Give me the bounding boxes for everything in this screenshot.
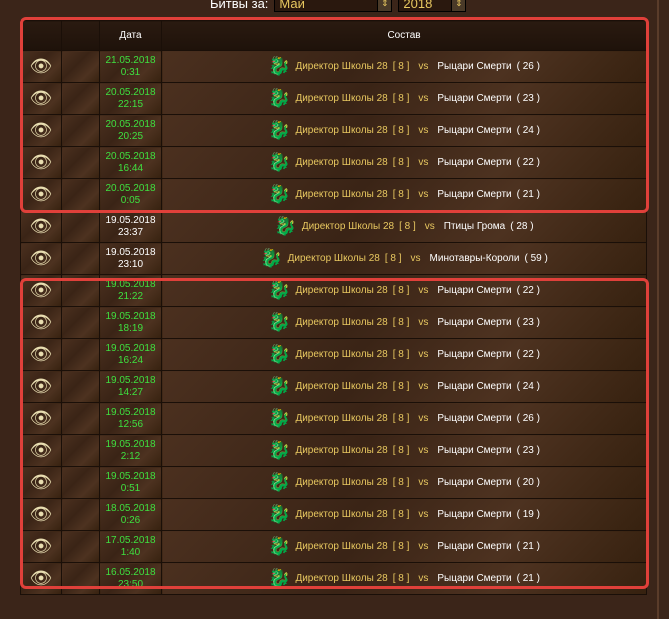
battle-date: 19.05.2018 0:51 (105, 470, 156, 494)
eye-icon[interactable]: 👁 (29, 280, 53, 300)
eye-icon[interactable]: 👁 (29, 152, 53, 172)
table-row: 👁 20.05.2018 0:05 🐉 Директор Школы 28[ 8 ]… (20, 178, 647, 211)
table-row: 👁 19.05.2018 18:19 🐉 Директор Школы 28[ 8 … (20, 306, 647, 339)
table-row: 👁 20.05.2018 22:15 🐉 Директор Школы 28[ 8 … (20, 82, 647, 115)
eye-icon[interactable]: 👁 (29, 344, 53, 364)
battle-date: 19.05.2018 18:19 (105, 310, 156, 334)
battle-date: 19.05.2018 23:10 (105, 246, 156, 270)
eye-icon[interactable]: 👁 (29, 376, 53, 396)
eye-icon[interactable]: 👁 (29, 216, 53, 236)
griffin-icon: 🐉 (274, 216, 297, 236)
battle-date: 19.05.2018 2:12 (105, 438, 156, 462)
battles-table: Дата Состав 👁 21.05.2018 0:31 🐉 Директор Ш… (20, 20, 647, 595)
battle-date: 18.05.2018 0:26 (105, 502, 156, 526)
battle-composition[interactable]: 🐉 Директор Школы 28[ 8 ] vs Рыцари Смерти( … (268, 152, 540, 172)
table-row: 👁 19.05.2018 14:27 🐉 Директор Школы 28[ 8 … (20, 370, 647, 403)
divider (657, 0, 659, 619)
battle-filter: Битвы за: Май ⇕ 2018 ⇕ (210, 0, 467, 12)
table-row: 👁 18.05.2018 0:26 🐉 Директор Школы 28[ 8 ]… (20, 498, 647, 531)
eye-icon[interactable]: 👁 (29, 56, 53, 76)
year-select[interactable]: 2018 ⇕ (398, 0, 467, 12)
eye-icon[interactable]: 👁 (29, 312, 53, 332)
eye-icon[interactable]: 👁 (29, 568, 53, 588)
battle-composition[interactable]: 🐉 Директор Школы 28[ 8 ] vs Рыцари Смерти( … (268, 440, 540, 460)
griffin-icon: 🐉 (268, 504, 291, 524)
battle-composition[interactable]: 🐉 Директор Школы 28[ 8 ] vs Рыцари Смерти( … (268, 568, 540, 588)
griffin-icon: 🐉 (268, 280, 291, 300)
eye-icon[interactable]: 👁 (29, 120, 53, 140)
eye-icon[interactable]: 👁 (29, 408, 53, 428)
griffin-icon: 🐉 (268, 120, 291, 140)
battle-composition[interactable]: 🐉 Директор Школы 28[ 8 ] vs Минотавры-Корол… (260, 248, 548, 268)
battle-composition[interactable]: 🐉 Директор Школы 28[ 8 ] vs Рыцари Смерти( … (268, 376, 540, 396)
griffin-icon: 🐉 (268, 56, 291, 76)
battle-date: 19.05.2018 12:56 (105, 406, 156, 430)
battle-composition[interactable]: 🐉 Директор Школы 28[ 8 ] vs Рыцари Смерти( … (268, 88, 540, 108)
header-composition: Состав (161, 20, 647, 51)
eye-icon[interactable]: 👁 (29, 248, 53, 268)
battle-composition[interactable]: 🐉 Директор Школы 28[ 8 ] vs Рыцари Смерти( … (268, 472, 540, 492)
battle-date: 20.05.2018 20:25 (105, 118, 156, 142)
battle-date: 20.05.2018 0:05 (105, 182, 156, 206)
table-row: 👁 17.05.2018 1:40 🐉 Директор Школы 28[ 8 ]… (20, 530, 647, 563)
table-row: 👁 20.05.2018 16:44 🐉 Директор Школы 28[ 8 … (20, 146, 647, 179)
table-row: 👁 19.05.2018 12:56 🐉 Директор Школы 28[ 8 … (20, 402, 647, 435)
eye-icon[interactable]: 👁 (29, 472, 53, 492)
battle-date: 19.05.2018 16:24 (105, 342, 156, 366)
header-view (20, 20, 62, 51)
filter-label: Битвы за: (210, 0, 269, 11)
griffin-icon: 🐉 (268, 408, 291, 428)
battle-composition[interactable]: 🐉 Директор Школы 28[ 8 ] vs Рыцари Смерти( … (268, 344, 540, 364)
griffin-icon: 🐉 (268, 184, 291, 204)
table-row: 👁 19.05.2018 0:51 🐉 Директор Школы 28[ 8 ]… (20, 466, 647, 499)
griffin-icon: 🐉 (268, 152, 291, 172)
griffin-icon: 🐉 (268, 568, 291, 588)
battle-composition[interactable]: 🐉 Директор Школы 28[ 8 ] vs Рыцари Смерти( … (268, 184, 540, 204)
battle-composition[interactable]: 🐉 Директор Школы 28[ 8 ] vs Рыцари Смерти( … (268, 280, 540, 300)
griffin-icon: 🐉 (260, 248, 283, 268)
header-empty (61, 20, 100, 51)
battle-date: 19.05.2018 23:37 (105, 214, 156, 238)
chevron-updown-icon: ⇕ (377, 0, 393, 12)
header-date: Дата (99, 20, 162, 51)
battle-date: 19.05.2018 21:22 (105, 278, 156, 302)
table-row: 👁 19.05.2018 23:37 🐉 Директор Школы 28[ 8 … (20, 210, 647, 243)
battle-date: 17.05.2018 1:40 (105, 534, 156, 558)
griffin-icon: 🐉 (268, 472, 291, 492)
table-row: 👁 19.05.2018 23:10 🐉 Директор Школы 28[ 8 … (20, 242, 647, 275)
month-select[interactable]: Май ⇕ (274, 0, 393, 12)
griffin-icon: 🐉 (268, 440, 291, 460)
battle-date: 21.05.2018 0:31 (105, 54, 156, 78)
battle-date: 19.05.2018 14:27 (105, 374, 156, 398)
battle-date: 16.05.2018 23:50 (105, 566, 156, 590)
table-row: 👁 21.05.2018 0:31 🐉 Директор Школы 28[ 8 ]… (20, 50, 647, 83)
battle-composition[interactable]: 🐉 Директор Школы 28[ 8 ] vs Рыцари Смерти( … (268, 504, 540, 524)
eye-icon[interactable]: 👁 (29, 536, 53, 556)
table-row: 👁 20.05.2018 20:25 🐉 Директор Школы 28[ 8 … (20, 114, 647, 147)
battle-date: 20.05.2018 22:15 (105, 86, 156, 110)
eye-icon[interactable]: 👁 (29, 504, 53, 524)
griffin-icon: 🐉 (268, 376, 291, 396)
griffin-icon: 🐉 (268, 344, 291, 364)
griffin-icon: 🐉 (268, 312, 291, 332)
table-row: 👁 16.05.2018 23:50 🐉 Директор Школы 28[ 8 … (20, 562, 647, 595)
eye-icon[interactable]: 👁 (29, 440, 53, 460)
eye-icon[interactable]: 👁 (29, 88, 53, 108)
battle-date: 20.05.2018 16:44 (105, 150, 156, 174)
chevron-updown-icon: ⇕ (451, 0, 467, 12)
table-row: 👁 19.05.2018 16:24 🐉 Директор Школы 28[ 8 … (20, 338, 647, 371)
battle-composition[interactable]: 🐉 Директор Школы 28[ 8 ] vs Рыцари Смерти( … (268, 56, 540, 76)
table-row: 👁 19.05.2018 21:22 🐉 Директор Школы 28[ 8 … (20, 274, 647, 307)
battle-composition[interactable]: 🐉 Директор Школы 28[ 8 ] vs Рыцари Смерти( … (268, 312, 540, 332)
battle-composition[interactable]: 🐉 Директор Школы 28[ 8 ] vs Рыцари Смерти( … (268, 120, 540, 140)
eye-icon[interactable]: 👁 (29, 184, 53, 204)
battle-composition[interactable]: 🐉 Директор Школы 28[ 8 ] vs Птицы Грома( 28… (274, 216, 534, 236)
battle-composition[interactable]: 🐉 Директор Школы 28[ 8 ] vs Рыцари Смерти( … (268, 408, 540, 428)
battle-composition[interactable]: 🐉 Директор Школы 28[ 8 ] vs Рыцари Смерти( … (268, 536, 540, 556)
griffin-icon: 🐉 (268, 536, 291, 556)
griffin-icon: 🐉 (268, 88, 291, 108)
table-row: 👁 19.05.2018 2:12 🐉 Директор Школы 28[ 8 ]… (20, 434, 647, 467)
